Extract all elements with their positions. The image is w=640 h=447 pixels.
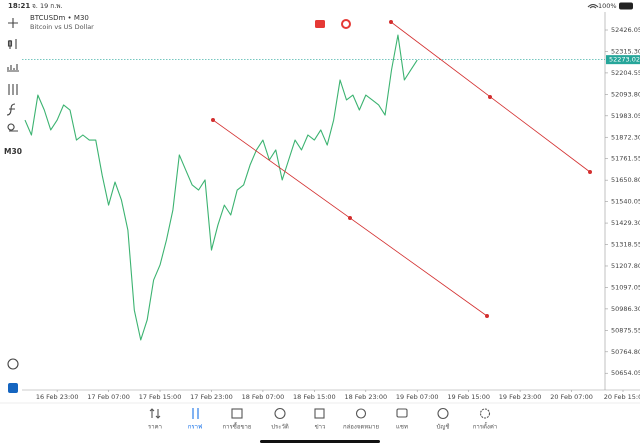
nav-icon — [355, 408, 367, 419]
trendline-handle[interactable] — [347, 215, 352, 220]
y-tick-label: 51761.55 — [611, 155, 640, 163]
one-click-icon[interactable] — [315, 20, 325, 28]
x-tick-label: 19 Feb 15:00 — [447, 393, 490, 401]
x-tick-label: 19 Feb 23:00 — [499, 393, 542, 401]
x-tick-label: 16 Feb 23:00 — [36, 393, 79, 401]
crosshair-tool[interactable] — [8, 18, 18, 28]
nav-icon — [192, 408, 199, 419]
home-indicator — [260, 440, 380, 443]
trendline-handle[interactable] — [388, 19, 393, 24]
x-tick-label: 18 Feb 23:00 — [344, 393, 387, 401]
y-tick-label: 50654.05 — [611, 369, 640, 377]
y-tick-label: 52315.30 — [611, 47, 640, 55]
x-tick-label: 20 Feb 15:0 — [604, 393, 640, 401]
y-tick-label: 51207.80 — [611, 262, 640, 270]
plot — [22, 34, 605, 341]
objects-tool[interactable] — [8, 84, 18, 95]
nav-label[interactable]: บัญชี — [437, 423, 450, 431]
function-tool[interactable] — [6, 103, 16, 116]
battery-text: 100% — [598, 2, 617, 10]
nav-label[interactable]: การตั้งค่า — [473, 421, 497, 431]
shapes-tool[interactable] — [7, 123, 18, 132]
y-tick-label: 51318.55 — [611, 241, 640, 249]
y-tick-label: 51097.05 — [611, 283, 640, 291]
nav-icon — [437, 407, 449, 420]
x-tick-label: 17 Feb 15:00 — [139, 393, 182, 401]
y-tick-label: 50986.30 — [611, 305, 640, 313]
y-tick-label: 51429.30 — [611, 219, 640, 227]
x-tick-label: 18 Feb 07:00 — [242, 393, 285, 401]
speed-icon[interactable] — [7, 358, 19, 370]
y-tick-label: 51650.80 — [611, 176, 640, 184]
y-tick-label: 51983.05 — [611, 112, 640, 120]
nav-icon — [149, 408, 161, 419]
nav-icon — [479, 408, 491, 419]
nav-label[interactable]: แชท — [396, 424, 408, 431]
trendlines — [210, 19, 593, 318]
y-tick-label: 50764.80 — [611, 348, 640, 356]
x-tick-label: 17 Feb 23:00 — [190, 393, 233, 401]
y-tick-label: 52204.55 — [611, 69, 640, 77]
chart-title: BTCUSDm • M30 — [30, 14, 89, 22]
status-date: จ. 19 ก.พ. — [32, 2, 63, 10]
current-price-label: 52273.02 — [609, 56, 640, 64]
indicators-tool[interactable] — [7, 64, 19, 72]
nav-label[interactable]: การซื้อขาย — [223, 421, 252, 431]
y-tick-label: 51540.05 — [611, 198, 640, 206]
trendline-handle[interactable] — [487, 95, 492, 100]
nav-label[interactable]: กราฟ — [188, 424, 202, 431]
nav-icon — [231, 408, 243, 419]
left-toolbar: M30 — [4, 18, 22, 393]
y-tick-label: 52426.05 — [611, 26, 640, 34]
nav-label[interactable]: ข่าว — [315, 424, 326, 431]
nav-label[interactable]: กล่องจดหมาย — [343, 424, 379, 431]
current-price-box — [606, 55, 640, 65]
x-tick-label: 20 Feb 07:00 — [550, 393, 593, 401]
wifi-icon — [587, 3, 599, 9]
nav-label[interactable]: ประวัติ — [271, 424, 289, 431]
y-tick-label: 52093.80 — [611, 90, 640, 98]
status-time: 18:21 — [8, 2, 30, 10]
battery-icon — [619, 2, 633, 10]
x-tick-label: 19 Feb 07:00 — [396, 393, 439, 401]
nav-icon — [396, 408, 408, 418]
trade-icon[interactable] — [341, 19, 351, 29]
chart-subtitle: Bitcoin vs US Dollar — [30, 23, 94, 31]
app-icon[interactable] — [8, 383, 18, 393]
y-tick-label: 51872.30 — [611, 133, 640, 141]
trendline-handle[interactable] — [210, 118, 215, 123]
bottom-nav: ราคา กราฟ การซื้อขาย ประวัติ ข่าว กล่องจ… — [148, 407, 497, 431]
x-tick-label: 18 Feb 15:00 — [293, 393, 336, 401]
nav-icon — [274, 407, 286, 420]
nav-icon — [314, 408, 325, 419]
x-tick-label: 17 Feb 07:00 — [87, 393, 130, 401]
price-line — [24, 34, 418, 341]
y-tick-label: 50875.55 — [611, 326, 640, 334]
trendline-handle[interactable] — [588, 169, 593, 174]
candle-body — [7, 40, 13, 47]
timeframe[interactable]: M30 — [4, 147, 22, 156]
trendline-handle[interactable] — [484, 313, 489, 318]
nav-label[interactable]: ราคา — [148, 424, 162, 431]
